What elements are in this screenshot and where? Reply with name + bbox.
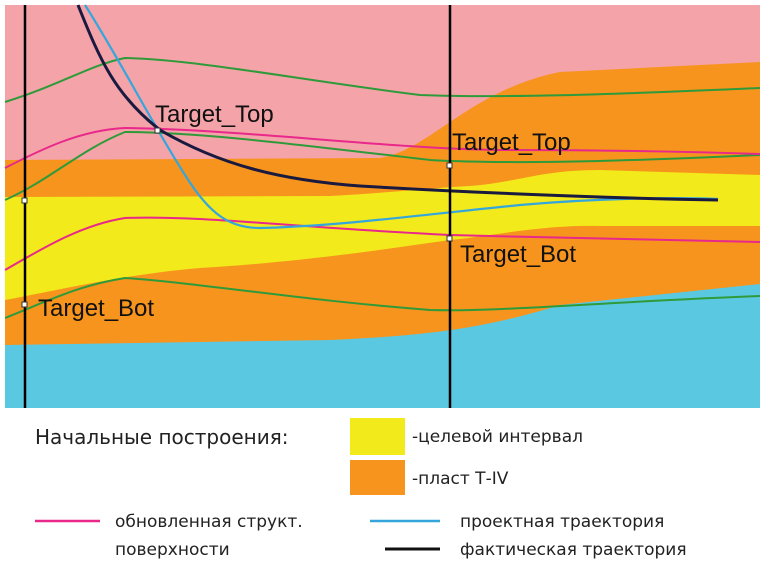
legend: Начальные построения: -целевой интервал …	[35, 418, 687, 560]
legend-text: -целевой интервал	[412, 427, 583, 447]
cross-section: Target_Top Target_Top Target_Bot Target_…	[4, 4, 760, 408]
legend-text: фактическая траектория	[460, 540, 687, 560]
surface-label: Target_Bot	[38, 295, 154, 322]
surface-label: Target_Bot	[460, 241, 576, 268]
planned-trajectory	[84, 4, 719, 230]
legend-text: поверхности	[115, 540, 230, 560]
target-interval	[5, 170, 760, 300]
green-lines	[4, 56, 760, 319]
surface-label: Target_Top	[155, 101, 274, 128]
actual-trajectory	[76, 4, 719, 202]
legend-heading: Начальные построения:	[35, 425, 289, 449]
surface-label: Target_Top	[452, 129, 571, 156]
legend-text: обновленная структ.	[115, 512, 303, 532]
lower-layer	[5, 284, 760, 408]
legend-text: -пласт Т-IV	[412, 469, 509, 489]
legend-text: проектная траектория	[460, 512, 664, 532]
legend-swatch	[350, 418, 405, 455]
markers	[21, 127, 453, 308]
legend-swatch	[350, 460, 405, 495]
updated-surfaces	[4, 126, 760, 271]
